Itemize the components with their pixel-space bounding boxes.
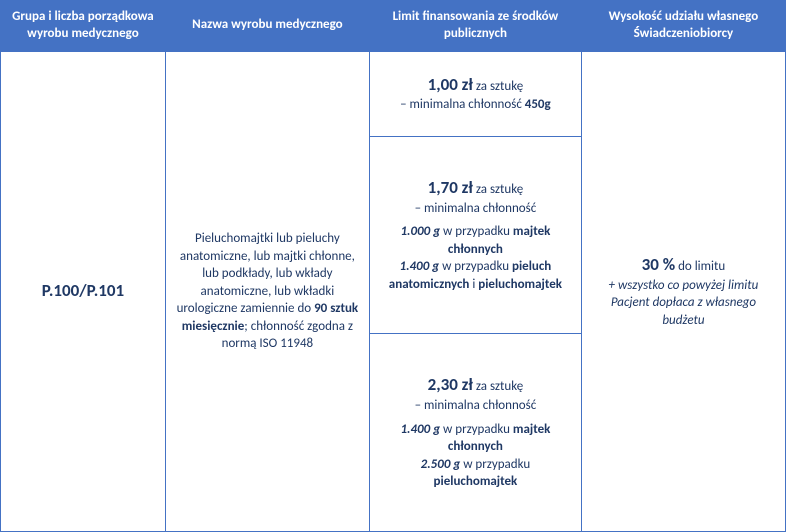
tier1-min-label: – minimalna chłonność [400, 97, 525, 112]
tier3-l1-txt: w przypadku [440, 422, 513, 437]
header-product-name: Nazwa wyrobu medycznego [165, 1, 369, 52]
product-code: P.100/P.101 [42, 280, 124, 301]
share-note: + wszystko co powyżej limitu Pacjent dop… [592, 277, 775, 330]
tier3-l2-txt: w przypadku [460, 457, 530, 472]
tier3-per: za sztukę [473, 379, 523, 394]
tier1-per: za sztukę [473, 79, 523, 94]
header-financing-limit: Limit finansowania ze środków publicznyc… [369, 1, 581, 52]
cell-tier2: 1,70 zł za sztukę – minimalna chłonność … [369, 136, 581, 334]
tier2-l1-val: 1.000 g [400, 224, 440, 239]
cell-description: Pieluchomajtki lub pieluchy anatomiczne,… [165, 51, 369, 531]
tier2-l2-val: 1.400 g [400, 259, 440, 274]
tier3-min-label: – minimalna chłonność [380, 397, 571, 415]
share-pct-txt: do limitu [675, 259, 725, 274]
cell-tier1: 1,00 zł za sztukę – minimalna chłonność … [369, 51, 581, 136]
tier2-per: za sztukę [473, 182, 523, 197]
header-own-share: Wysokość udziału własnego Świadczeniobio… [581, 1, 785, 52]
tier3-l2-val: 2.500 g [421, 457, 461, 472]
tier3-price: 2,30 zł [428, 374, 473, 395]
tier2-l1-txt: w przypadku [440, 224, 513, 239]
tier2-l2-txt: w przypadku [439, 259, 512, 274]
tier1-price: 1,00 zł [428, 74, 473, 95]
table-header-row: Grupa i liczba porządkowa wyrobu medyczn… [1, 1, 786, 52]
tier3-l1-val: 1.400 g [400, 422, 440, 437]
tier2-l2-and: i [469, 277, 478, 292]
cell-share: 30 % do limitu + wszystko co powyżej lim… [581, 51, 785, 531]
tier2-min-label: – minimalna chłonność [380, 200, 571, 218]
tier1-min-value: 450g [525, 97, 551, 112]
tier3-l2-bold: pieluchomajtek [434, 474, 518, 489]
share-pct: 30 % [642, 254, 675, 275]
table-row: P.100/P.101 Pieluchomajtki lub pieluchy … [1, 51, 786, 136]
reimbursement-table: Grupa i liczba porządkowa wyrobu medyczn… [0, 0, 786, 532]
cell-code: P.100/P.101 [1, 51, 166, 531]
cell-tier3: 2,30 zł za sztukę – minimalna chłonność … [369, 334, 581, 532]
tier2-price: 1,70 zł [428, 177, 473, 198]
header-group: Grupa i liczba porządkowa wyrobu medyczn… [1, 1, 166, 52]
tier2-l2-bold2: pieluchomajtek [478, 277, 562, 292]
